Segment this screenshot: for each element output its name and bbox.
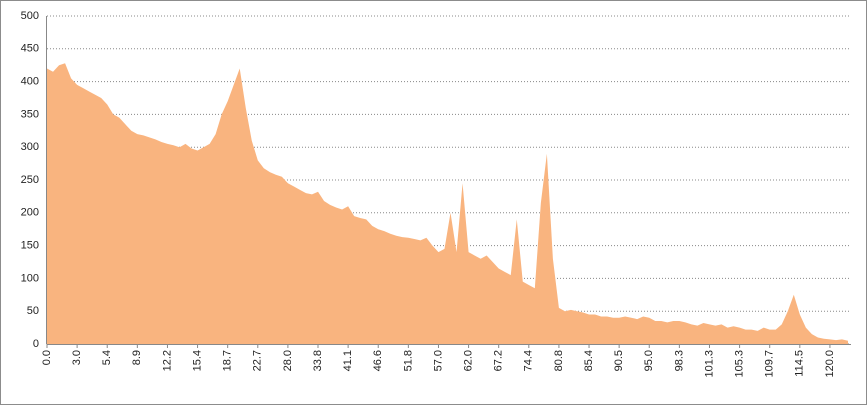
x-tick-label: 15.4 <box>191 350 203 371</box>
y-tick-label: 0 <box>33 338 39 350</box>
y-tick-label: 150 <box>21 240 39 252</box>
x-tick-label: 85.4 <box>583 350 595 371</box>
x-tick-label: 28.0 <box>282 350 294 371</box>
y-tick-label: 350 <box>21 108 39 120</box>
area <box>47 63 848 345</box>
x-tick-label: 95.0 <box>643 350 655 371</box>
x-tick-label: 22.7 <box>252 350 264 371</box>
x-tick-label: 105.3 <box>734 350 746 378</box>
x-tick-label: 51.8 <box>402 350 414 371</box>
x-tick-label: 98.3 <box>673 350 685 371</box>
y-tick-label: 400 <box>21 76 39 88</box>
x-tick-label: 8.9 <box>131 350 143 365</box>
x-tick-label: 90.5 <box>613 350 625 371</box>
x-tick-label: 57.0 <box>432 350 444 371</box>
x-tick-label: 33.8 <box>312 350 324 371</box>
x-tick-label: 5.4 <box>101 350 113 365</box>
x-tick-label: 41.1 <box>342 350 354 371</box>
x-tick-label: 101.3 <box>703 350 715 378</box>
y-tick-label: 250 <box>21 174 39 186</box>
x-tick-label: 3.0 <box>71 350 83 365</box>
x-tick-label: 67.2 <box>493 350 505 371</box>
x-tick-label: 46.6 <box>372 350 384 371</box>
x-tick-label: 0.0 <box>41 350 53 365</box>
x-tick-label: 80.8 <box>553 350 565 371</box>
y-tick-label: 450 <box>21 43 39 55</box>
x-tick-label: 74.4 <box>523 350 535 371</box>
x-tick-label: 120.0 <box>824 350 836 378</box>
y-tick-label: 300 <box>21 141 39 153</box>
x-tick-label: 12.2 <box>161 350 173 371</box>
x-tick-label: 62.0 <box>462 350 474 371</box>
x-tick-label: 114.5 <box>794 350 806 377</box>
y-tick-label: 500 <box>21 10 39 22</box>
y-tick-label: 100 <box>21 272 39 284</box>
x-tick-label: 18.7 <box>222 350 234 371</box>
x-tick-label: 109.7 <box>764 350 776 378</box>
y-tick-label: 200 <box>21 207 39 219</box>
y-tick-label: 50 <box>27 305 39 317</box>
